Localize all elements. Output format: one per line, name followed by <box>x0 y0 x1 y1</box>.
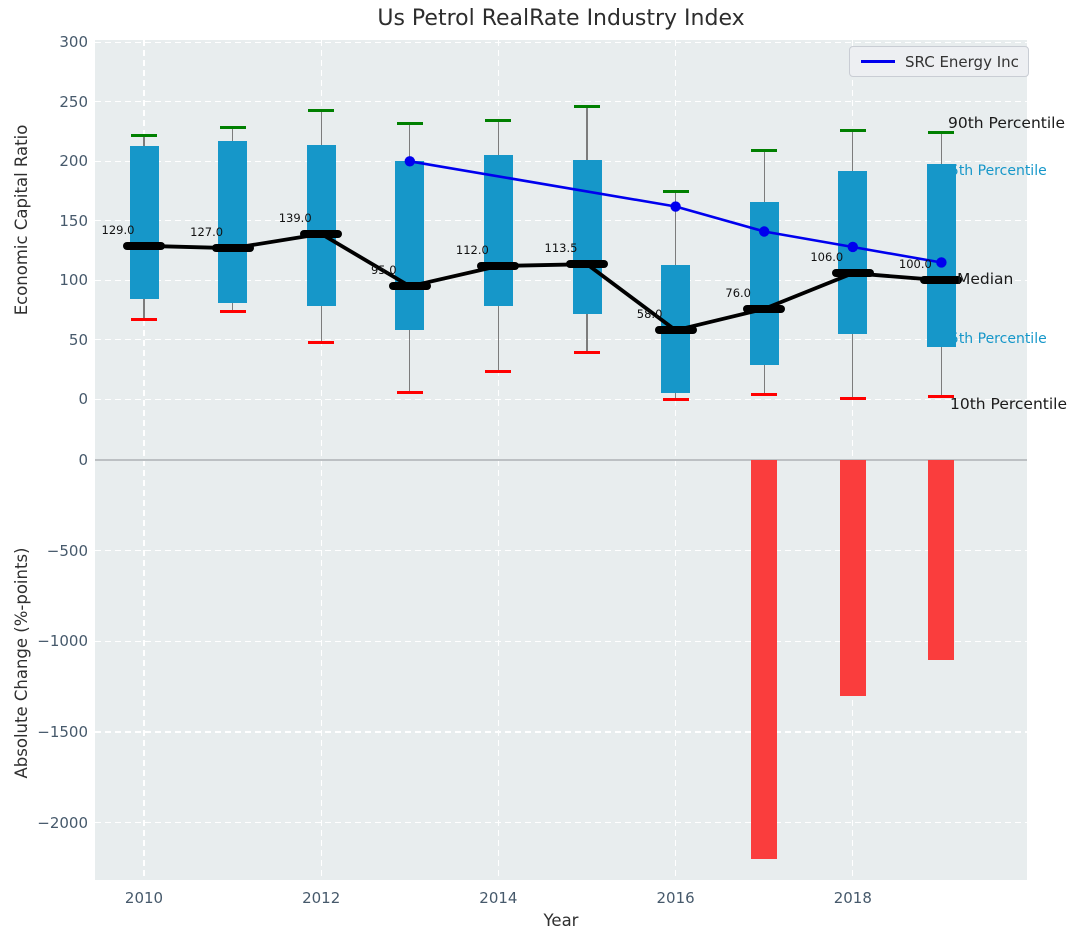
p10-cap <box>574 351 600 355</box>
percentile-box <box>926 163 956 347</box>
annotation-90th-percentile: 90th Percentile <box>948 114 1066 132</box>
p90-cap <box>308 108 335 112</box>
median-dash <box>123 241 165 250</box>
median-dash <box>211 244 254 253</box>
change-bar <box>839 460 866 696</box>
median-dash <box>300 229 343 238</box>
p10-cap <box>751 393 778 397</box>
p10-cap <box>662 397 689 401</box>
median-value-label: 106.0 <box>810 250 844 265</box>
median-dash <box>654 326 697 335</box>
median-value-label: 139.0 <box>278 210 312 225</box>
median-value-label: 113.5 <box>544 241 578 256</box>
p90-cap <box>219 126 246 130</box>
legend-label: SRC Energy Inc <box>905 52 1019 71</box>
x-tick-label: 2010 <box>124 889 164 907</box>
median-dash <box>388 282 431 291</box>
top-y-tick-label: 150 <box>59 211 88 230</box>
h-gridline <box>95 822 1027 824</box>
percentile-box <box>572 160 602 314</box>
zero-line <box>95 459 1027 461</box>
h-gridline <box>95 731 1027 733</box>
h-gridline <box>95 550 1027 552</box>
x-tick-label: 2012 <box>302 889 341 907</box>
x-tick-label: 2018 <box>833 889 872 907</box>
p90-cap <box>574 105 600 109</box>
p90-cap <box>396 121 423 125</box>
median-dash <box>566 260 608 269</box>
p90-cap <box>839 128 866 132</box>
p90-cap <box>662 189 689 193</box>
bottom-y-tick-label: −500 <box>46 541 88 560</box>
legend-line-sample <box>861 60 895 63</box>
x-tick-label: 2016 <box>656 889 695 907</box>
annotation-median: Median <box>957 270 1014 288</box>
top-y-tick-label: 100 <box>59 271 88 290</box>
top-y-tick-label: 200 <box>59 152 88 171</box>
h-gridline <box>95 339 1027 341</box>
percentile-box <box>218 141 248 303</box>
median-value-label: 95.0 <box>370 263 397 278</box>
bottom-y-tick-label: 0 <box>78 451 88 469</box>
p90-cap <box>485 119 512 123</box>
h-gridline <box>95 41 1027 43</box>
top-y-tick-label: 300 <box>59 33 88 52</box>
median-dash <box>743 304 786 313</box>
top-y-tick-label: 50 <box>68 330 88 349</box>
h-gridline <box>95 640 1027 643</box>
percentile-box <box>749 201 779 365</box>
annotation-25th-percentile: 25th Percentile <box>941 331 1047 347</box>
p10-cap <box>839 396 866 400</box>
p90-cap <box>131 133 157 137</box>
p10-cap <box>219 309 246 313</box>
legend: SRC Energy Inc <box>849 46 1029 77</box>
median-dash <box>831 269 874 278</box>
p10-cap <box>131 318 157 322</box>
top-y-tick-label: 0 <box>78 390 88 409</box>
percentile-box <box>306 144 336 307</box>
annotation-10th-percentile: 10th Percentile <box>950 395 1068 413</box>
median-dash <box>477 262 520 271</box>
p10-cap <box>485 370 512 374</box>
median-value-label: 100.0 <box>898 257 932 272</box>
median-value-label: 129.0 <box>101 222 135 237</box>
percentile-box <box>483 155 513 307</box>
x-tick-label: 2014 <box>479 889 518 907</box>
change-bar <box>928 460 955 660</box>
median-value-label: 112.0 <box>455 243 489 258</box>
median-value-label: 76.0 <box>725 285 751 300</box>
bottom-y-tick-label: −1500 <box>37 723 88 742</box>
chart-title: Us Petrol RealRate Industry Index <box>377 6 745 31</box>
median-value-label: 58.0 <box>636 307 663 322</box>
p10-cap <box>928 395 955 399</box>
p10-cap <box>396 390 423 394</box>
h-gridline <box>95 398 1027 400</box>
bottom-y-tick-label: −1000 <box>37 632 88 651</box>
p10-cap <box>308 340 335 344</box>
change-bar <box>751 460 778 860</box>
x-axis-label: Year <box>543 911 579 930</box>
top-y-tick-label: 250 <box>59 92 88 111</box>
p90-cap <box>751 149 778 153</box>
h-gridline <box>95 101 1027 103</box>
bottom-y-tick-label: −2000 <box>37 813 88 832</box>
percentile-box <box>395 161 425 331</box>
median-value-label: 127.0 <box>190 225 224 240</box>
p90-cap <box>928 131 955 135</box>
annotation-75th-percentile: 75th Percentile <box>941 163 1047 179</box>
